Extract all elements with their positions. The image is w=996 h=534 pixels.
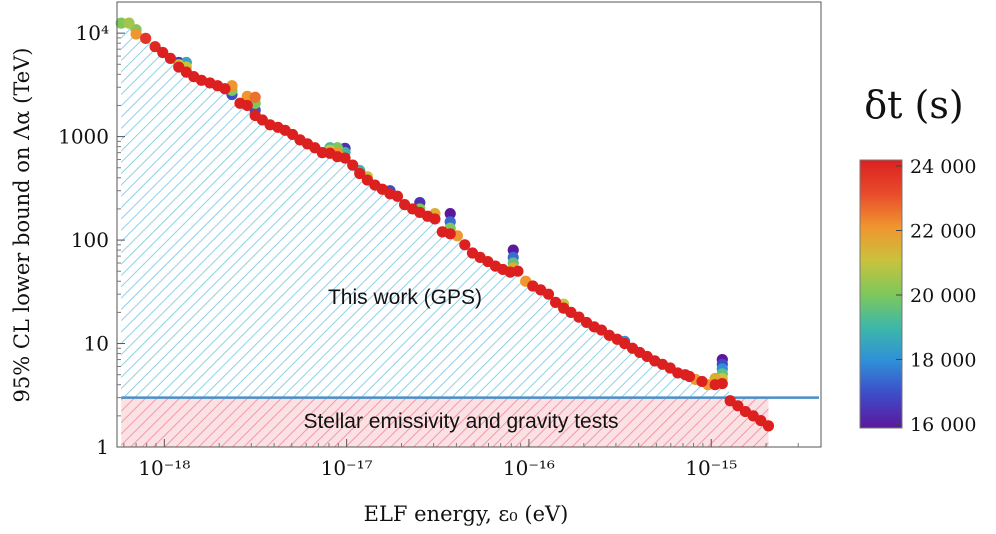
- colorbar: δt (s) 16 000 18 000 20 000 22 000 24 000: [859, 83, 976, 436]
- data-point: [157, 46, 169, 59]
- x-axis-title: ELF energy, ε₀ (eV): [364, 502, 569, 526]
- data-point: [219, 83, 231, 95]
- data-point: [115, 17, 127, 29]
- colorbar-title: δt (s): [864, 83, 963, 127]
- y-tick-label: 1000: [58, 125, 109, 149]
- colorbar-tick-label: 24 000: [910, 156, 976, 178]
- data-point: [683, 370, 696, 383]
- data-point: [696, 375, 708, 388]
- data-point: [195, 74, 208, 86]
- colorbar-bar: [859, 159, 903, 429]
- data-point: [512, 265, 524, 277]
- data-point: [595, 324, 608, 336]
- data-point: [444, 228, 456, 240]
- shaded-regions: [121, 23, 769, 447]
- data-point: [459, 239, 471, 251]
- colorbar-tick-label: 18 000: [910, 350, 976, 372]
- this-work-region: [121, 23, 769, 398]
- data-point: [347, 159, 359, 171]
- data-point: [391, 190, 404, 202]
- data-point: [542, 288, 555, 300]
- data-point: [241, 99, 253, 112]
- data-point: [249, 91, 261, 103]
- x-tick-label: 10⁻¹⁷: [321, 456, 373, 480]
- y-axis-ticks: 1 10 100 1000 10⁴: [58, 21, 125, 459]
- y-axis-title: 95% CL lower bound on Λα (TeV): [10, 48, 34, 403]
- data-point: [716, 377, 728, 390]
- data-point: [354, 167, 366, 180]
- annotation-this-work: This work (GPS): [328, 286, 482, 309]
- data-point: [130, 28, 142, 40]
- data-point: [339, 152, 351, 164]
- y-tick-label: 10: [84, 332, 109, 356]
- stellar-region-hatch: [121, 397, 769, 447]
- data-point: [164, 52, 177, 65]
- colorbar-tick-label: 16 000: [910, 414, 976, 436]
- colorbar-tick-label: 20 000: [910, 285, 976, 307]
- data-point: [149, 41, 161, 53]
- data-point: [429, 213, 441, 225]
- y-tick-label: 1: [96, 435, 109, 459]
- x-tick-label: 10⁻¹⁶: [503, 456, 555, 480]
- x-tick-label: 10⁻¹⁵: [685, 456, 737, 480]
- y-tick-label: 100: [71, 228, 109, 252]
- x-axis-ticks: 10⁻¹⁸ 10⁻¹⁷ 10⁻¹⁶ 10⁻¹⁵: [123, 439, 799, 480]
- data-points: [115, 17, 775, 432]
- data-point: [762, 420, 775, 432]
- annotation-stellar: Stellar emissivity and gravity tests: [303, 410, 618, 433]
- data-point: [140, 32, 152, 44]
- x-tick-label: 10⁻¹⁸: [138, 456, 190, 480]
- plot-frame: [116, 1, 822, 448]
- y-tick-label: 10⁴: [76, 21, 109, 45]
- data-point: [123, 17, 135, 29]
- colorbar-ticks: 16 000 18 000 20 000 22 000 24 000: [896, 156, 976, 436]
- data-point: [549, 296, 562, 308]
- colorbar-tick-label: 22 000: [910, 221, 976, 243]
- data-point: [444, 208, 456, 220]
